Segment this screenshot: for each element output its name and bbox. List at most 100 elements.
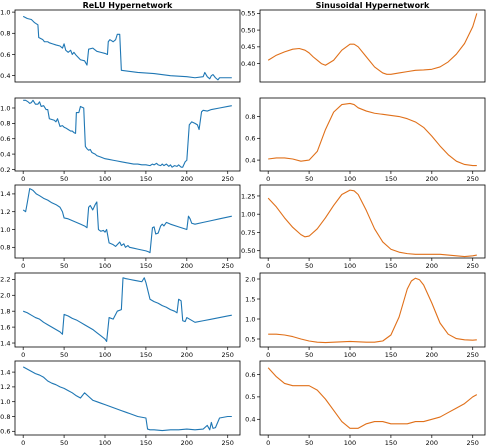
x-tick-label: 150: [140, 262, 152, 270]
x-tick-label: 100: [99, 262, 111, 270]
x-tick-label: 200: [426, 175, 438, 183]
x-tick-label: 50: [60, 351, 68, 359]
y-tick-label: 0.6: [0, 428, 10, 436]
y-tick-label: 0.45: [241, 43, 255, 51]
x-tick-label: 150: [140, 351, 152, 359]
x-tick-label: 250: [222, 351, 234, 359]
x-tick-label: 250: [467, 262, 479, 270]
x-tick-label: 150: [385, 262, 397, 270]
y-tick-label: 0.8: [0, 30, 10, 38]
y-tick-label: 0.6: [0, 135, 10, 143]
y-tick-label: 1.4: [0, 368, 10, 376]
x-tick-label: 0: [21, 175, 25, 183]
x-tick-label: 100: [344, 262, 356, 270]
chart-sin-4: 0.5 1.0 1.5 2.0 0 50 100 150 200 250: [245, 272, 486, 359]
y-tick-label: 0.4: [245, 156, 255, 164]
x-tick-label: 200: [181, 351, 193, 359]
axes-frame: [14, 9, 241, 83]
y-tick-label: 1.6: [0, 323, 10, 331]
y-tick-label: 0.8: [245, 113, 255, 121]
x-tick-label: 250: [222, 439, 234, 447]
x-tick-label: 150: [385, 175, 397, 183]
x-tick-label: 100: [344, 439, 356, 447]
y-tick-label: 0.6: [245, 371, 255, 379]
y-tick-label: 0.75: [241, 229, 255, 237]
x-tick-label: 150: [140, 439, 152, 447]
y-tick-label: 1.0: [245, 315, 255, 323]
y-tick-label: 0.50: [241, 26, 255, 34]
x-tick-label: 250: [467, 439, 479, 447]
y-tick-label: 0.8: [0, 244, 10, 252]
y-tick-label: 0.8: [0, 120, 10, 128]
y-tick-label: 1.25: [241, 192, 255, 200]
y-tick-label: 0.55: [241, 10, 255, 18]
chart-relu-5: 0.6 0.8 1.0 1.2 1.4 0 50 100 150 200 250: [0, 360, 241, 447]
y-tick-label: 2.0: [245, 275, 255, 283]
y-tick-label: 1.0: [0, 226, 10, 234]
y-tick-label: 1.0: [0, 104, 10, 112]
x-tick-label: 100: [344, 351, 356, 359]
x-tick-label: 200: [181, 439, 193, 447]
x-tick-label: 200: [426, 262, 438, 270]
x-tick-label: 50: [60, 262, 68, 270]
x-tick-label: 0: [266, 262, 270, 270]
x-tick-label: 100: [99, 175, 111, 183]
x-tick-label: 50: [305, 262, 313, 270]
x-tick-label: 100: [99, 439, 111, 447]
x-tick-label: 250: [467, 175, 479, 183]
series-line: [268, 102, 477, 167]
y-tick-label: 0.4: [0, 150, 10, 158]
chart-sin-5: 0.4 0.5 0.6 0 50 100 150 200 250: [245, 360, 486, 447]
y-tick-label: 0.8: [0, 413, 10, 421]
x-tick-label: 200: [426, 439, 438, 447]
y-tick-label: 1.5: [245, 295, 255, 303]
axes-frame: [14, 272, 241, 348]
x-tick-label: 200: [426, 351, 438, 359]
axes-frame: [14, 184, 241, 259]
series-line: [268, 277, 477, 344]
chart-sin-1: 0.40 0.45 0.50 0.55: [241, 9, 486, 83]
y-tick-label: 0.6: [245, 135, 255, 143]
x-tick-label: 250: [467, 351, 479, 359]
x-tick-label: 0: [21, 262, 25, 270]
series-line: [267, 189, 477, 258]
y-tick-label: 1.4: [0, 190, 10, 198]
axes-frame: [259, 272, 486, 348]
title-relu-hypernetwork: ReLU Hypernetwork: [82, 1, 173, 10]
y-tick-label: 1.4: [0, 339, 10, 347]
axes-frame: [14, 360, 241, 436]
axes-frame: [259, 9, 486, 83]
x-tick-label: 200: [181, 262, 193, 270]
y-tick-label: 2.2: [0, 276, 10, 284]
chart-relu-3: 0.8 1.0 1.2 1.4 0 50 100 150 200 250: [0, 184, 241, 270]
y-tick-label: 1.2: [0, 383, 10, 391]
x-tick-label: 250: [222, 175, 234, 183]
y-tick-label: 1.00: [241, 211, 255, 219]
chart-sin-2: 0.4 0.6 0.8 0 50 100 150 200 250: [245, 97, 486, 183]
series-line: [23, 99, 232, 168]
x-tick-label: 0: [266, 175, 270, 183]
chart-relu-1: 0.4 0.6 0.8 1.0: [0, 8, 241, 83]
x-tick-label: 100: [344, 175, 356, 183]
y-tick-label: 1.8: [0, 307, 10, 315]
title-sinusoidal-hypernetwork: Sinusoidal Hypernetwork: [315, 1, 430, 10]
y-tick-label: 0.4: [0, 72, 10, 80]
x-tick-label: 150: [140, 175, 152, 183]
y-tick-label: 0.6: [0, 51, 10, 59]
x-tick-label: 0: [21, 351, 25, 359]
y-tick-label: 0.2: [0, 166, 10, 174]
x-tick-label: 250: [222, 262, 234, 270]
y-tick-label: 1.0: [0, 8, 10, 16]
x-tick-label: 150: [385, 439, 397, 447]
x-tick-label: 100: [99, 351, 111, 359]
series-line: [267, 367, 478, 429]
x-tick-label: 0: [266, 439, 270, 447]
x-tick-label: 200: [181, 175, 193, 183]
series-line: [22, 15, 232, 81]
axes-frame: [259, 97, 486, 172]
x-tick-label: 50: [305, 351, 313, 359]
y-tick-label: 0.5: [245, 393, 255, 401]
axes-frame: [14, 97, 241, 172]
x-tick-label: 0: [21, 439, 25, 447]
y-tick-label: 0.4: [245, 416, 255, 424]
